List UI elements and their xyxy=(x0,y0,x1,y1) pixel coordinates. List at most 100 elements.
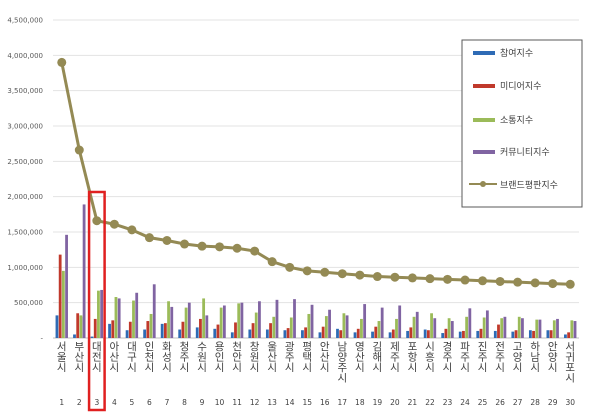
bar xyxy=(345,315,349,338)
bar xyxy=(283,330,287,338)
bar xyxy=(398,305,402,338)
legend-label-brand: 브랜드평판지수 xyxy=(500,180,558,191)
bar xyxy=(458,331,462,338)
bar xyxy=(380,307,384,338)
x-rank-label: 2 xyxy=(77,398,82,407)
x-rank-label: 22 xyxy=(425,398,435,407)
bar xyxy=(230,332,234,338)
bar xyxy=(251,323,255,338)
bar xyxy=(293,299,296,338)
line-point xyxy=(57,57,67,67)
bar xyxy=(552,320,556,338)
bar xyxy=(356,328,360,338)
bar xyxy=(143,329,147,338)
bar xyxy=(388,332,392,338)
legend-swatch-media xyxy=(473,84,495,88)
x-rank-label: 17 xyxy=(338,398,348,407)
bar xyxy=(219,307,223,338)
x-rank-label: 4 xyxy=(112,398,117,407)
bar xyxy=(97,290,100,338)
y-tick-label: 3,500,000 xyxy=(7,87,43,95)
x-rank-label: 9 xyxy=(200,398,205,407)
bar xyxy=(65,234,68,338)
bar xyxy=(465,316,469,338)
bar xyxy=(503,316,507,338)
bar xyxy=(128,321,132,338)
line-point xyxy=(425,274,435,284)
bar xyxy=(187,302,191,338)
bar xyxy=(511,331,515,338)
y-tick-label: 2,000,000 xyxy=(7,193,43,201)
bar xyxy=(132,300,135,338)
x-rank-label: 30 xyxy=(565,398,575,407)
bar xyxy=(556,318,559,338)
line-point xyxy=(355,270,365,280)
x-rank-label: 14 xyxy=(285,398,295,407)
legend: 참여지수 미디어지수 소통지수 커뮤니티지수 브랜드평판지수 xyxy=(461,39,583,208)
line-point xyxy=(390,272,400,282)
line-point xyxy=(74,145,84,155)
x-rank-label: 10 xyxy=(215,398,225,407)
bar xyxy=(289,317,293,338)
bar xyxy=(517,316,521,338)
highlight-box xyxy=(87,190,106,412)
bar xyxy=(514,330,518,338)
line-point xyxy=(407,273,417,283)
bar xyxy=(567,332,571,338)
line-point xyxy=(285,262,295,272)
bar xyxy=(202,298,206,338)
bar xyxy=(269,323,272,338)
gridlines xyxy=(53,19,579,339)
bar xyxy=(360,318,363,338)
x-rank-label: 20 xyxy=(390,398,400,407)
bar xyxy=(146,321,150,338)
line-point xyxy=(162,235,172,245)
x-rank-label: 26 xyxy=(495,398,505,407)
bar xyxy=(409,327,413,338)
line-point xyxy=(320,267,330,277)
bar xyxy=(423,329,427,338)
x-rank-label: 15 xyxy=(302,398,312,407)
bar xyxy=(412,316,416,338)
line-point xyxy=(530,278,540,288)
bar xyxy=(170,306,174,338)
bar xyxy=(304,327,308,338)
bar xyxy=(391,329,395,338)
bars xyxy=(55,204,577,338)
bar xyxy=(371,331,374,338)
line-point xyxy=(372,272,382,282)
bar xyxy=(493,330,497,338)
brand-index-line xyxy=(57,57,575,289)
bar xyxy=(546,330,550,338)
bar xyxy=(441,333,445,338)
bar xyxy=(248,329,252,338)
bar xyxy=(79,315,83,338)
bar xyxy=(213,328,217,338)
legend-swatch-community xyxy=(473,150,495,154)
x-rank-label: 7 xyxy=(165,398,170,407)
bar xyxy=(125,330,129,338)
line-point xyxy=(337,269,347,279)
bar xyxy=(570,320,574,338)
bar xyxy=(254,312,258,338)
bar xyxy=(205,315,209,338)
bar xyxy=(430,313,433,338)
y-tick-label: 3,000,000 xyxy=(7,123,43,131)
bar xyxy=(135,292,139,338)
